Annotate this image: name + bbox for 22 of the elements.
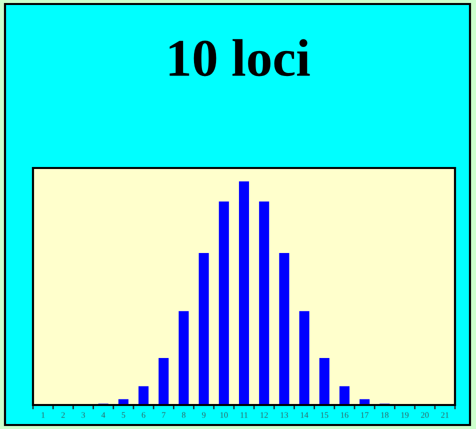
chart-title: 10 loci	[170, 39, 310, 76]
x-tick-label: 12	[260, 412, 268, 418]
x-tick-label: 18	[381, 412, 389, 418]
x-tick-label: 2	[61, 412, 65, 418]
x-tick-label: 19	[401, 412, 409, 418]
x-tick-label: 13	[280, 412, 288, 418]
x-tick-label: 8	[182, 412, 186, 418]
x-tick-label: 17	[361, 412, 368, 418]
x-tick-label: 11	[240, 412, 248, 418]
x-tick-label: 5	[122, 412, 126, 418]
x-tick-label: 16	[341, 412, 348, 418]
x-tick-label: 7	[162, 412, 166, 418]
x-tick-label: 20	[421, 412, 429, 418]
x-tick-label: 9	[202, 412, 206, 418]
x-tick-label: 3	[82, 412, 85, 418]
x-tick-label: 15	[320, 412, 328, 418]
x-tick-label: 1	[42, 412, 45, 418]
x-tick-label: 10	[220, 412, 228, 418]
x-tick-label: 6	[142, 412, 146, 418]
x-tick-label: 21	[441, 412, 449, 418]
x-tick-label: 4	[101, 412, 106, 418]
x-tick-label: 14	[300, 412, 308, 418]
